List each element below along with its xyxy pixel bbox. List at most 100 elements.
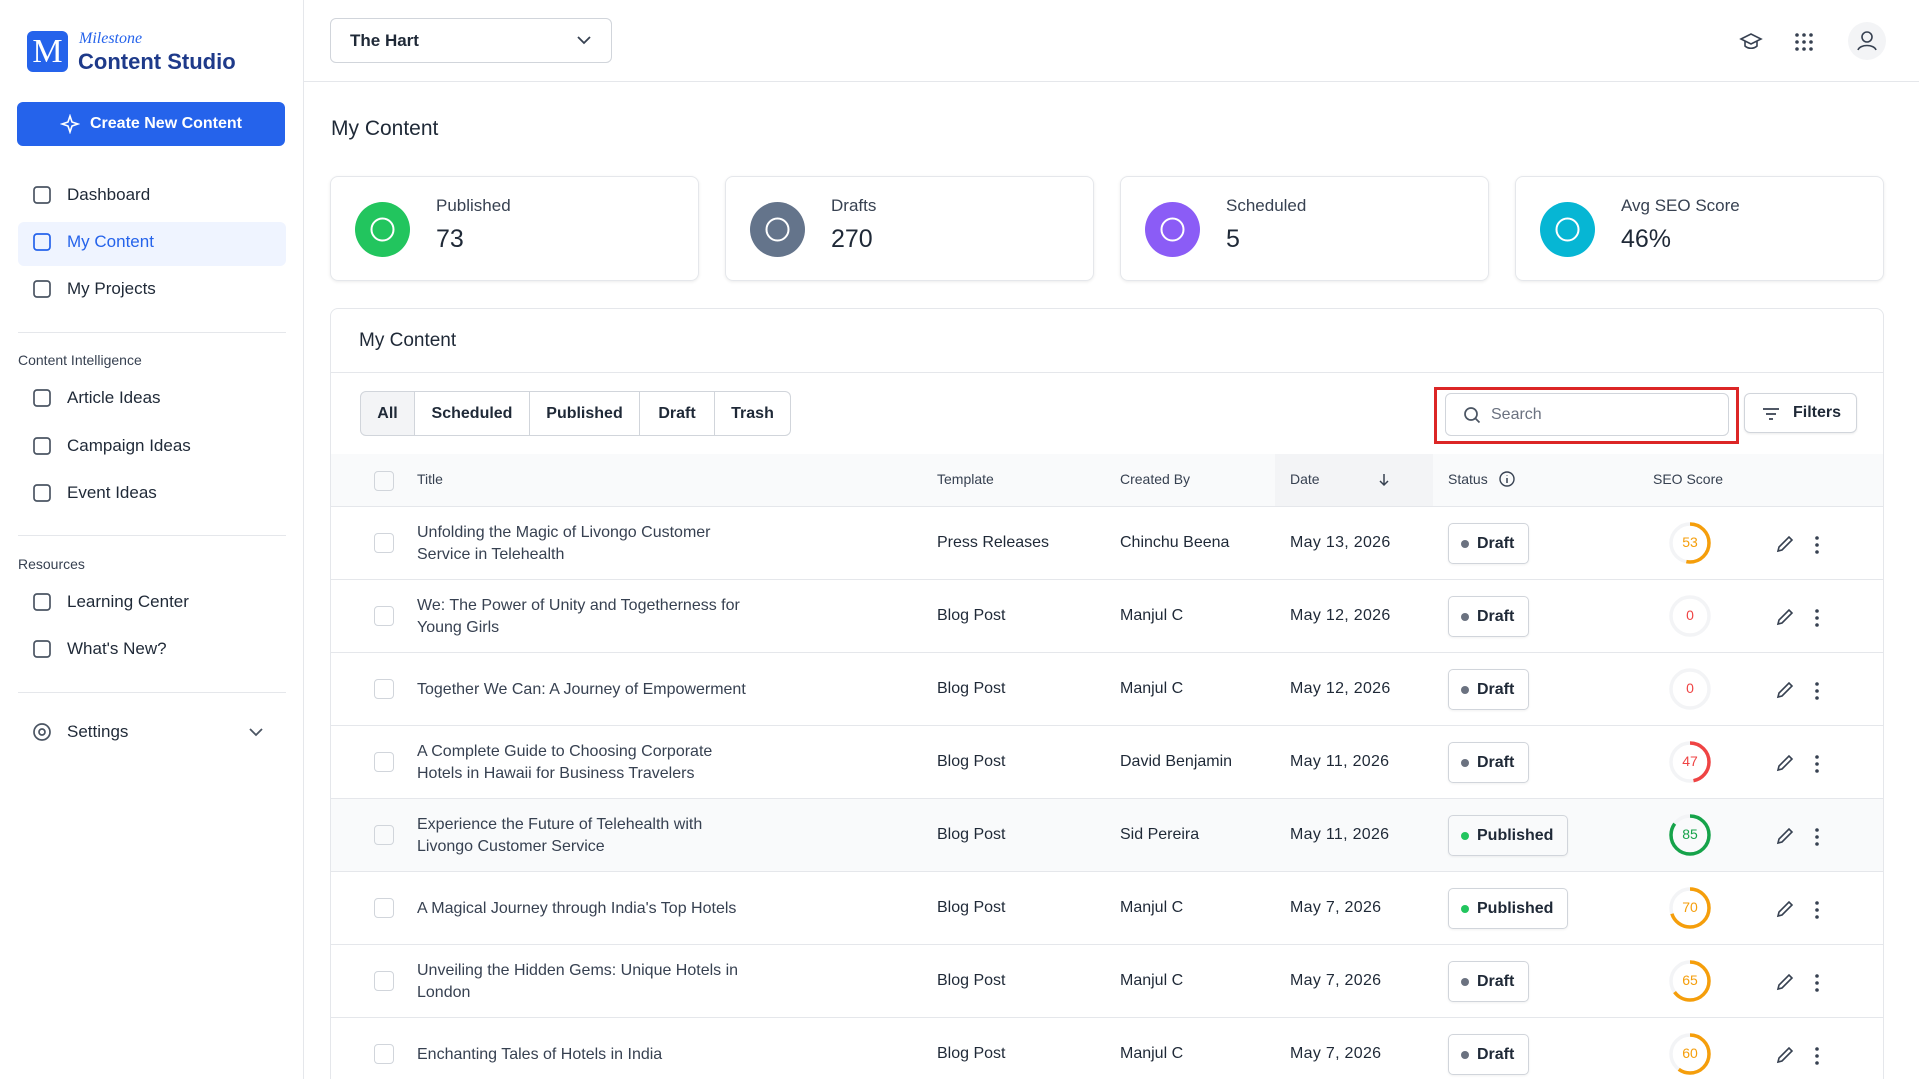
more-icon[interactable] [1813,680,1821,702]
row-title[interactable]: A Magical Journey through India's Top Ho… [417,899,737,917]
more-icon[interactable] [1813,899,1821,921]
row-title[interactable]: Unveiling the Hidden Gems: Unique Hotels… [417,961,739,1001]
nav-item[interactable]: My Content [67,232,154,251]
row-title[interactable]: Unfolding the Magic of Livongo Customer … [417,523,711,563]
nav-item[interactable]: My Projects [67,279,156,298]
more-icon[interactable] [1813,972,1821,994]
edit-icon[interactable] [1774,1044,1796,1066]
more-icon[interactable] [1813,753,1821,775]
checkbox[interactable] [374,471,394,491]
edit-icon[interactable] [1774,533,1796,555]
seo-score: 65 [1682,972,1698,988]
row-template: Blog Post [937,972,1006,989]
nav-item[interactable]: Event Ideas [67,483,157,502]
checkbox[interactable] [374,898,394,918]
nav-item[interactable]: What's New? [67,639,167,658]
tab[interactable]: Published [530,391,640,436]
row-created-by: Manjul C [1120,972,1184,989]
seo-ring [1666,884,1714,932]
nav-icon [31,231,53,253]
nav-icon [31,482,53,504]
table-row: A Magical Journey through India's Top Ho… [331,871,1883,944]
nav-item[interactable]: Dashboard [67,185,151,204]
table-row: A Complete Guide to Choosing Corporate H… [331,725,1883,798]
nav-icon [31,278,53,300]
stat-value: 270 [831,225,873,253]
row-date: May 7, 2026 [1290,899,1382,916]
status-dot [1461,759,1469,767]
create-button[interactable]: Create New Content [17,102,285,146]
checkbox[interactable] [374,971,394,991]
edit-icon[interactable] [1774,898,1796,920]
settings-icon [31,721,53,743]
row-date: May 12, 2026 [1290,680,1391,697]
search-icon [1462,405,1482,425]
more-icon[interactable] [1813,826,1821,848]
seo-ring-svg [1669,960,1711,1002]
tab[interactable]: All [360,391,415,436]
column-header: Status [1448,471,1488,487]
seo-score: 53 [1682,534,1698,550]
edit-icon[interactable] [1774,825,1796,847]
seo-ring-svg [1669,887,1711,929]
brand-name: Content Studio [78,49,236,74]
status-badge: Draft [1448,1034,1530,1075]
checkbox[interactable] [374,825,394,845]
more-icon[interactable] [1813,534,1821,556]
row-title[interactable]: We: The Power of Unity and Togetherness … [417,596,740,636]
nav-item[interactable]: Article Ideas [67,388,161,407]
search-input[interactable]: Search [1445,393,1729,436]
row-template: Blog Post [937,607,1006,624]
more-icon[interactable] [1813,1045,1821,1067]
row-title[interactable]: A Complete Guide to Choosing Corporate H… [417,742,713,782]
row-title[interactable]: Enchanting Tales of Hotels in India [417,1045,663,1063]
edit-icon[interactable] [1774,606,1796,628]
edit-icon[interactable] [1774,679,1796,701]
settings[interactable]: Settings [67,722,129,741]
checkbox[interactable] [374,606,394,626]
table-header [331,454,1883,506]
property-select[interactable]: The Hart [330,18,612,63]
logo: M [27,31,68,72]
tab-label: Scheduled [431,404,513,422]
apps-icon[interactable] [1793,31,1815,53]
tab[interactable]: Trash [715,391,791,436]
tab-label: Draft [658,404,696,422]
filters-button[interactable]: Filters [1744,393,1857,433]
seo-ring-svg [1669,522,1711,564]
more-icon[interactable] [1813,607,1821,629]
status-badge: Draft [1448,669,1530,710]
tab[interactable]: Scheduled [415,391,530,436]
tab-label: Published [546,404,623,422]
nav-item[interactable]: Learning Center [67,592,189,611]
filters-icon [1761,405,1781,423]
status-dot [1461,613,1469,621]
row-date: May 11, 2026 [1290,753,1390,770]
stat-label: Published [436,196,511,215]
checkbox[interactable] [374,679,394,699]
create-label: Create New Content [89,115,243,132]
row-date: May 11, 2026 [1290,826,1390,843]
chevron[interactable] [246,724,266,740]
edit-icon[interactable] [1774,971,1796,993]
checkbox[interactable] [374,533,394,553]
dropdown-chevron [574,32,594,48]
checkbox[interactable] [374,1044,394,1064]
stat-icon [1145,202,1200,257]
checkbox[interactable] [374,752,394,772]
row-created-by: Manjul C [1120,899,1184,916]
edit-icon[interactable] [1774,752,1796,774]
column-header[interactable]: Date [1290,471,1320,487]
nav-item[interactable]: Campaign Ideas [67,436,191,455]
row-template: Press Releases [937,534,1050,551]
seo-score: 70 [1682,899,1698,915]
section-title: Content Intelligence [18,352,142,368]
learn-icon[interactable] [1739,30,1763,54]
tab[interactable]: Draft [640,391,715,436]
row-title[interactable]: Experience the Future of Telehealth with… [417,815,703,855]
row-title[interactable]: Together We Can: A Journey of Empowermen… [417,680,746,698]
sort-icon [1377,472,1391,488]
user-icon[interactable] [1848,22,1886,60]
seo-ring [1666,519,1714,567]
